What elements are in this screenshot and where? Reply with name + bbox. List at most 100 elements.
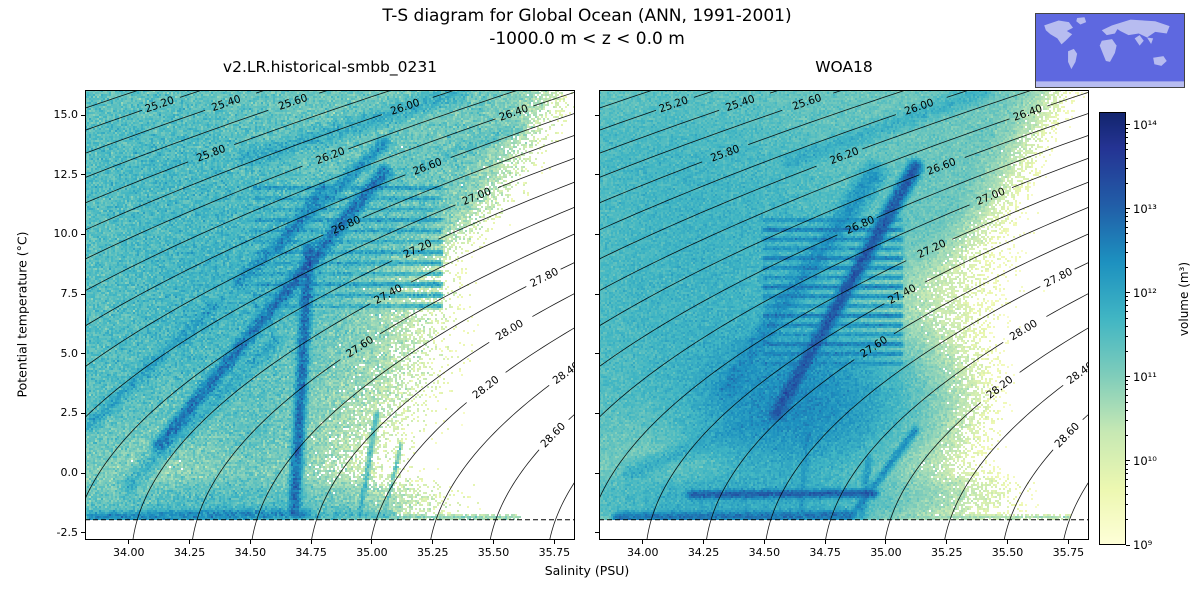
colorbar-minor-tick: [1126, 464, 1129, 466]
colorbar-minor-tick: [1126, 182, 1129, 184]
colorbar-minor-tick: [1126, 216, 1129, 218]
colorbar-minor-tick: [1126, 300, 1129, 302]
y-tick-label: -2.5: [56, 525, 78, 539]
colorbar-minor-tick: [1126, 435, 1129, 437]
colorbar-minor-tick: [1126, 485, 1129, 487]
x-tick-label: 35.75: [1052, 546, 1085, 559]
colorbar-major-tick: [1126, 292, 1130, 294]
colorbar-minor-tick: [1126, 221, 1129, 223]
x-axis-label: Salinity (PSU): [544, 563, 630, 578]
x-tick-label: 34.00: [113, 546, 145, 559]
colorbar-minor-tick: [1126, 252, 1129, 254]
colorbar-minor-tick: [1126, 212, 1129, 214]
x-tick: [1007, 540, 1009, 544]
y-tick: [81, 174, 85, 176]
y-tick: [595, 174, 599, 176]
colorbar-minor-tick: [1126, 473, 1129, 475]
colorbar-minor-tick: [1126, 317, 1129, 319]
colorbar-minor-tick: [1126, 493, 1129, 495]
x-tick-label: 34.25: [687, 546, 720, 559]
x-tick: [824, 540, 826, 544]
colorbar-tick-label: 10⁹: [1133, 538, 1153, 552]
y-tick: [595, 472, 599, 474]
colorbar-minor-tick: [1126, 401, 1129, 403]
colorbar-minor-tick: [1126, 394, 1129, 396]
colorbar-minor-tick: [1126, 389, 1129, 391]
colorbar-minor-tick: [1126, 384, 1129, 386]
inset-continent-shape: [1036, 81, 1184, 87]
x-tick: [553, 540, 555, 544]
x-tick: [493, 540, 495, 544]
x-tick: [128, 540, 130, 544]
y-tick-label: 5.0: [60, 346, 79, 360]
figure-subtitle: -1000.0 m < z < 0.0 m: [489, 29, 685, 49]
colorbar-major-tick: [1126, 124, 1130, 126]
inset-continent-shape: [1147, 37, 1154, 45]
inset-continent-shape: [1099, 39, 1117, 62]
colorbar-minor-tick: [1126, 305, 1129, 307]
colorbar-minor-tick: [1126, 226, 1129, 228]
y-tick: [81, 353, 85, 355]
x-tick-label: 34.50: [748, 546, 781, 559]
y-axis-label: Potential temperature (°C): [14, 231, 30, 398]
y-tick: [595, 353, 599, 355]
panel-title-woa18: WOA18: [815, 58, 873, 76]
x-tick-label: 34.75: [809, 546, 841, 559]
x-tick-label: 35.50: [991, 546, 1024, 559]
x-tick: [703, 540, 705, 544]
panel-title-model: v2.LR.historical-smbb_0231: [222, 58, 438, 76]
inset-continent-shape: [1153, 56, 1167, 66]
x-tick: [946, 540, 948, 544]
y-tick: [595, 293, 599, 295]
y-tick: [595, 233, 599, 235]
colorbar-minor-tick: [1126, 380, 1129, 382]
colorbar-minor-tick: [1126, 137, 1129, 139]
colorbar-minor-tick: [1126, 296, 1129, 298]
x-tick-label: 34.50: [234, 546, 267, 559]
colorbar-minor-tick: [1126, 310, 1129, 312]
colorbar-major-tick: [1126, 460, 1130, 462]
colorbar: [1099, 112, 1126, 545]
x-tick: [189, 540, 191, 544]
colorbar-minor-tick: [1126, 504, 1129, 506]
colorbar-tick-label: 10¹⁴: [1133, 117, 1157, 132]
y-tick-label: 2.5: [60, 406, 79, 420]
x-tick-label: 35.00: [870, 546, 902, 559]
colorbar-label: volume (m³): [1177, 261, 1191, 337]
x-tick-label: 34.00: [627, 546, 659, 559]
colorbar-tick-label: 10¹³: [1133, 201, 1157, 216]
x-tick-label: 35.00: [356, 546, 388, 559]
y-tick-label: 10.0: [53, 227, 79, 241]
x-tick-label: 35.25: [416, 546, 449, 559]
y-tick-label: 7.5: [60, 287, 79, 301]
y-tick-label: 0.0: [60, 466, 79, 480]
colorbar-minor-tick: [1126, 468, 1129, 470]
colorbar-major-tick: [1126, 544, 1130, 546]
x-tick: [763, 540, 765, 544]
woa18-ts-density-plot: [599, 90, 1089, 540]
inset-continent-shape: [1068, 48, 1078, 70]
inset-continent-shape: [1112, 19, 1170, 38]
inset-continent-shape: [1044, 20, 1073, 45]
y-tick: [81, 412, 85, 414]
colorbar-minor-tick: [1126, 142, 1129, 144]
inset-continent-shape: [1134, 35, 1144, 46]
colorbar-minor-tick: [1126, 266, 1129, 268]
x-tick: [1067, 540, 1069, 544]
figure-title: T-S diagram for Global Ocean (ANN, 1991-…: [382, 6, 792, 26]
colorbar-minor-tick: [1126, 409, 1129, 411]
colorbar-minor-tick: [1126, 519, 1129, 521]
x-tick: [642, 540, 644, 544]
colorbar-tick-label: 10¹²: [1133, 285, 1157, 300]
y-tick: [81, 293, 85, 295]
colorbar-minor-tick: [1126, 241, 1129, 243]
colorbar-tick-label: 10¹⁰: [1133, 453, 1157, 468]
x-tick-label: 35.50: [477, 546, 510, 559]
x-tick-label: 35.25: [930, 546, 963, 559]
colorbar-minor-tick: [1126, 149, 1129, 151]
colorbar-minor-tick: [1126, 336, 1129, 338]
model-ts-density-plot: [85, 90, 575, 540]
y-tick: [595, 532, 599, 534]
colorbar-minor-tick: [1126, 233, 1129, 235]
